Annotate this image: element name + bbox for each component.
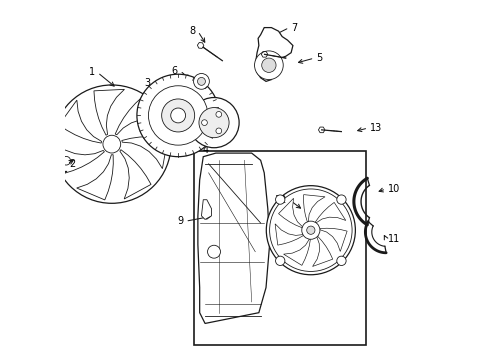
Circle shape: [261, 58, 276, 72]
Text: 2: 2: [69, 159, 75, 169]
Polygon shape: [94, 89, 124, 135]
Circle shape: [193, 73, 209, 89]
Circle shape: [275, 256, 285, 265]
Circle shape: [170, 108, 185, 123]
Polygon shape: [56, 144, 104, 174]
Polygon shape: [201, 200, 211, 220]
Polygon shape: [255, 28, 292, 81]
Polygon shape: [278, 198, 302, 228]
Circle shape: [137, 74, 219, 157]
Circle shape: [216, 112, 221, 117]
Circle shape: [197, 77, 205, 85]
Text: 5: 5: [316, 53, 322, 63]
Circle shape: [188, 98, 239, 148]
Polygon shape: [77, 155, 113, 200]
Text: 10: 10: [387, 184, 400, 194]
Text: 13: 13: [369, 123, 382, 133]
Polygon shape: [303, 195, 325, 222]
Circle shape: [201, 120, 207, 126]
Polygon shape: [275, 224, 303, 245]
Text: 11: 11: [387, 234, 400, 244]
Circle shape: [266, 186, 355, 275]
Polygon shape: [122, 137, 167, 168]
Circle shape: [336, 195, 346, 204]
Polygon shape: [198, 153, 269, 323]
Circle shape: [275, 195, 285, 204]
Text: 7: 7: [291, 23, 297, 33]
Polygon shape: [319, 228, 346, 251]
Circle shape: [207, 245, 220, 258]
Circle shape: [336, 256, 346, 265]
Bar: [194, 151, 366, 345]
Circle shape: [162, 99, 194, 132]
Circle shape: [148, 86, 207, 145]
Text: 9: 9: [177, 216, 183, 226]
Polygon shape: [312, 236, 332, 266]
Text: 1: 1: [89, 67, 95, 77]
Text: 3: 3: [144, 78, 151, 88]
Polygon shape: [120, 150, 151, 199]
Polygon shape: [59, 100, 102, 143]
Text: 8: 8: [189, 26, 195, 36]
Circle shape: [306, 226, 314, 234]
Polygon shape: [283, 239, 310, 265]
Circle shape: [254, 51, 283, 80]
Circle shape: [199, 108, 228, 138]
Polygon shape: [115, 97, 162, 135]
Text: 6: 6: [171, 66, 178, 76]
Text: 12: 12: [274, 195, 286, 205]
Circle shape: [301, 221, 319, 239]
Polygon shape: [315, 202, 345, 223]
Circle shape: [216, 128, 221, 134]
Text: 4: 4: [202, 144, 208, 154]
